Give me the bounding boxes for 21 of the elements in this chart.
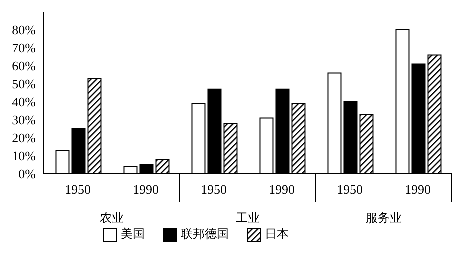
x-tick-label: 1990 bbox=[269, 182, 295, 197]
y-tick-label: 50% bbox=[12, 76, 36, 92]
y-tick-label: 30% bbox=[12, 112, 36, 128]
x-tick-label: 1990 bbox=[405, 182, 431, 197]
x-tick-label: 1990 bbox=[133, 182, 159, 197]
y-tick-label: 70% bbox=[12, 40, 36, 56]
x-tick-label: 1950 bbox=[337, 182, 363, 197]
y-tick-label: 60% bbox=[12, 58, 36, 74]
legend-label: 日本 bbox=[264, 226, 289, 243]
y-tick-label: 20% bbox=[12, 130, 36, 146]
text: 工业 bbox=[236, 211, 260, 225]
y-tick-label: 10% bbox=[12, 148, 36, 164]
x-tick-label: 1950 bbox=[201, 182, 227, 197]
y-tick-label: 80% bbox=[12, 22, 36, 38]
legend-label: 联邦德国 bbox=[180, 226, 229, 243]
y-tick-label: 40% bbox=[12, 94, 36, 110]
text: 服务业 bbox=[366, 211, 402, 225]
legend-label: 美国 bbox=[120, 226, 145, 243]
y-tick-label: 0% bbox=[18, 166, 36, 182]
x-tick-label: 1950 bbox=[65, 182, 91, 197]
text: 农业 bbox=[100, 211, 124, 225]
